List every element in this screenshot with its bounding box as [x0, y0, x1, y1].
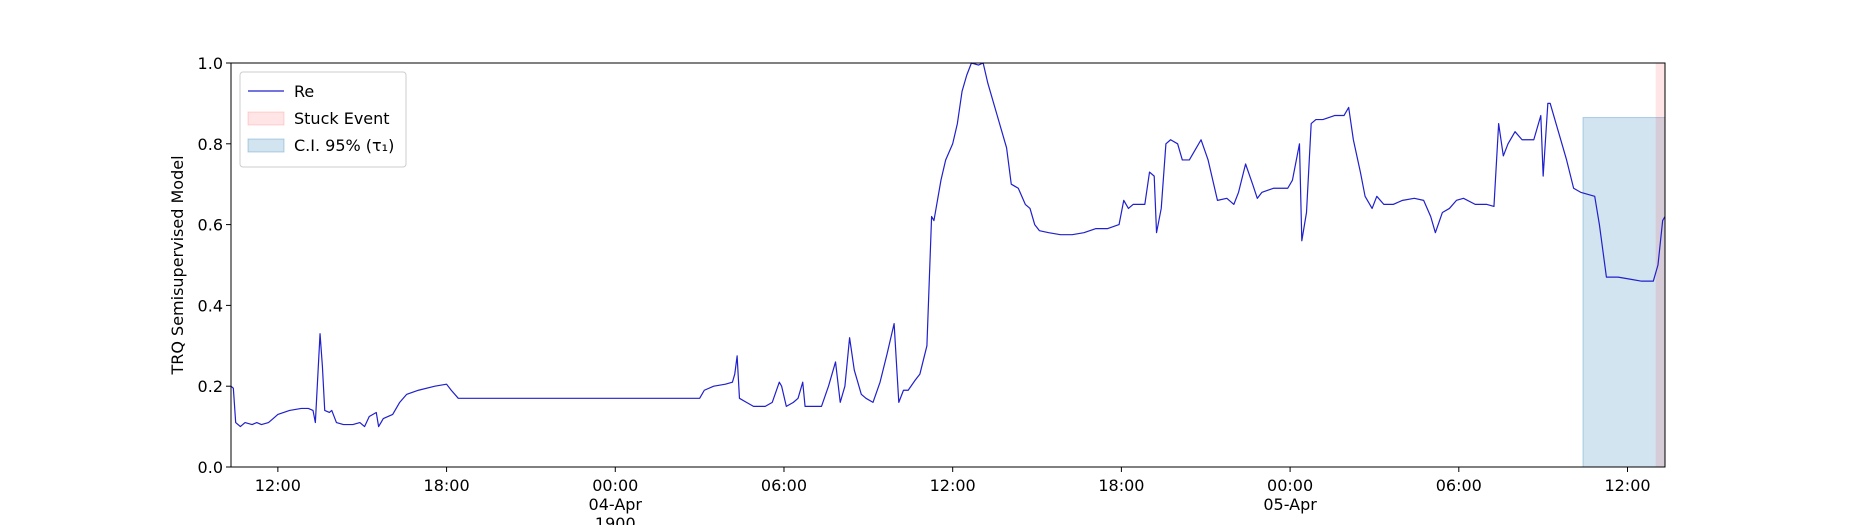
y-tick-label: 0.2 [198, 377, 223, 396]
x-tick-label: 06:00 [760, 476, 808, 495]
x-tick-label: 18:00 [1098, 476, 1145, 495]
legend-box [239, 71, 407, 168]
x-tick-label: 12:00 [929, 476, 976, 495]
legend-swatch [247, 111, 285, 126]
span [1582, 117, 1666, 468]
line [230, 62, 1666, 428]
x-tick-label: 00:00 04-Apr 1900 [588, 476, 642, 525]
y-tick-label: 0.6 [198, 216, 223, 235]
x-tick-label: 00:00 05-Apr [1263, 476, 1317, 514]
legend-label: Re [294, 82, 314, 101]
y-tick-label: 1.0 [198, 54, 223, 73]
x-tick-label: 06:00 [1435, 476, 1482, 495]
plot-frame [230, 62, 1666, 468]
legend: Re Stuck Event C.I. 95% (τ₁) [239, 71, 407, 168]
x-tick-label: 12:00 [254, 476, 301, 495]
legend-label: C.I. 95% (τ₁) [294, 136, 394, 155]
x-tick-label: 12:00 [1604, 476, 1651, 495]
y-tick-label: 0.8 [198, 135, 223, 154]
legend-label: Stuck Event [294, 109, 390, 128]
y-axis-label: TRQ Semisupervised Model [168, 155, 187, 375]
y-tick-label: 0.0 [198, 458, 223, 477]
y-tick-label: 0.4 [198, 296, 223, 315]
span [1655, 63, 1665, 467]
legend-swatch [247, 138, 285, 153]
x-tick-label: 18:00 [423, 476, 470, 495]
